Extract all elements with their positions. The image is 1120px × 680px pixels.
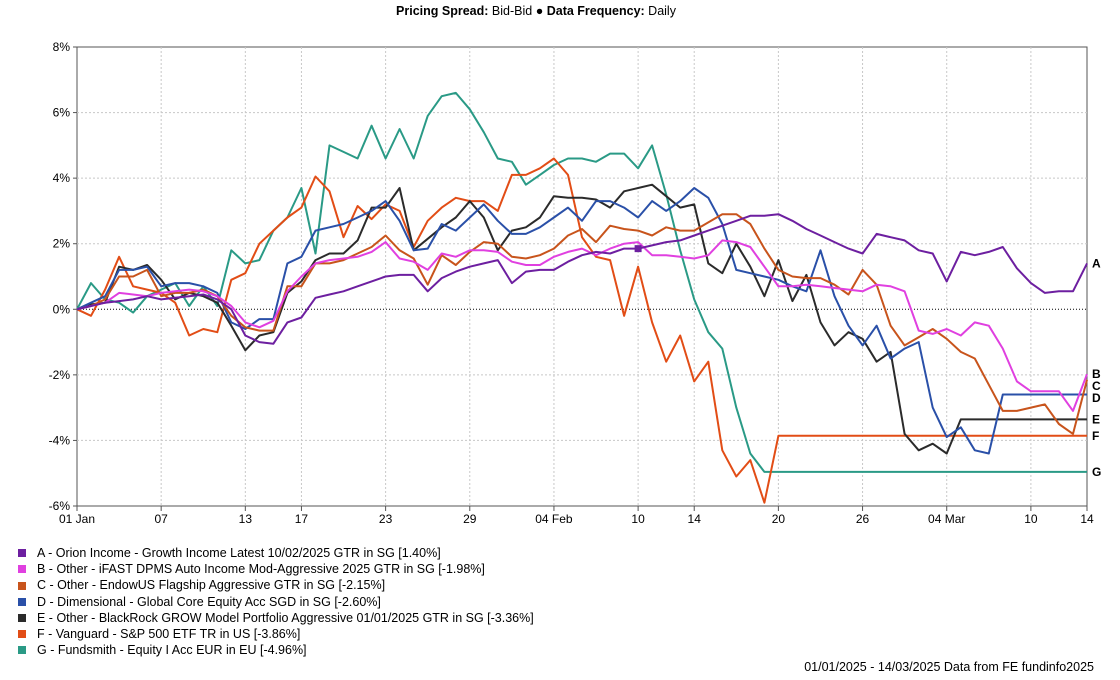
x-tick-label: 23 xyxy=(379,512,393,526)
series-end-label: E xyxy=(1092,412,1100,426)
series-end-label: F xyxy=(1092,429,1099,443)
y-tick-label: -2% xyxy=(49,368,71,382)
legend-item-d: D - Dimensional - Global Core Equity Acc… xyxy=(18,594,534,610)
legend-item-e: E - Other - BlackRock GROW Model Portfol… xyxy=(18,610,534,626)
chart-legend: A - Orion Income - Growth Income Latest … xyxy=(18,545,534,658)
chart-header: Pricing Spread: Bid-Bid ● Data Frequency… xyxy=(0,4,1072,18)
legend-swatch xyxy=(18,646,26,655)
y-tick-label: 4% xyxy=(53,171,71,185)
source-note: 01/01/2025 - 14/03/2025 Data from FE fun… xyxy=(804,660,1094,674)
data-frequency-value: Daily xyxy=(648,4,676,18)
series-line-e xyxy=(76,183,1087,455)
legend-label: D - Dimensional - Global Core Equity Acc… xyxy=(37,594,381,609)
legend-label: G - Fundsmith - Equity I Acc EUR in EU [… xyxy=(37,643,307,658)
y-tick-label: -4% xyxy=(49,433,71,447)
legend-item-f: F - Vanguard - S&P 500 ETF TR in US [-3.… xyxy=(18,626,534,642)
pricing-spread-label: Pricing Spread: xyxy=(396,4,489,18)
x-tick-label: 17 xyxy=(295,512,309,526)
legend-item-c: C - Other - EndowUS Flagship Aggressive … xyxy=(18,577,534,593)
legend-swatch xyxy=(18,581,26,590)
x-tick-label: 04 Mar xyxy=(928,512,965,526)
legend-swatch xyxy=(18,549,26,558)
legend-label: C - Other - EndowUS Flagship Aggressive … xyxy=(37,578,386,593)
x-tick-label: 29 xyxy=(463,512,477,526)
x-tick-label: 13 xyxy=(239,512,253,526)
x-tick-label: 14 xyxy=(688,512,702,526)
series-line-d xyxy=(76,187,1087,455)
plot-area xyxy=(76,46,1088,507)
x-tick-label: 10 xyxy=(1024,512,1038,526)
performance-line-chart: 8% 6% 4% 2% 0% -2% -4% -6%01 Jan 07 13 17 23 29 04 Fe… xyxy=(49,40,1102,526)
legend-item-g: G - Fundsmith - Equity I Acc EUR in EU [… xyxy=(18,642,534,658)
series-line-g xyxy=(76,91,1087,473)
y-tick-label: 8% xyxy=(53,40,71,54)
x-tick-label: 01 Jan xyxy=(59,512,95,526)
x-tick-label: 14 xyxy=(1080,512,1094,526)
series-end-label: G xyxy=(1092,465,1101,479)
legend-label: E - Other - BlackRock GROW Model Portfol… xyxy=(37,610,534,625)
legend-label: F - Vanguard - S&P 500 ETF TR in US [-3.… xyxy=(37,627,301,642)
legend-swatch xyxy=(18,630,26,639)
x-tick-label: 04 Feb xyxy=(535,512,573,526)
legend-swatch xyxy=(18,597,26,606)
pricing-spread-value: Bid-Bid xyxy=(491,4,533,18)
legend-label: A - Orion Income - Growth Income Latest … xyxy=(37,546,441,560)
series-end-label: C xyxy=(1092,379,1101,393)
y-tick-label: 0% xyxy=(53,302,71,316)
header-separator: ● xyxy=(535,4,544,18)
series-end-label: A xyxy=(1092,256,1101,270)
series-end-label: B xyxy=(1092,367,1101,381)
series-line-f xyxy=(76,157,1087,504)
series-end-label: D xyxy=(1092,391,1101,405)
y-tick-label: 2% xyxy=(53,237,71,251)
data-frequency-label: Data Frequency: xyxy=(546,4,645,18)
series-line-b xyxy=(76,239,1088,412)
series-marker-a xyxy=(634,245,642,253)
series-line-a xyxy=(76,213,1088,345)
legend-label: B - Other - iFAST DPMS Auto Income Mod-A… xyxy=(37,562,485,577)
legend-item-b: B - Other - iFAST DPMS Auto Income Mod-A… xyxy=(18,561,534,577)
legend-item-a: A - Orion Income - Growth Income Latest … xyxy=(18,545,534,561)
x-tick-label: 10 xyxy=(631,512,645,526)
x-tick-label: 26 xyxy=(856,512,870,526)
x-tick-label: 20 xyxy=(772,512,786,526)
y-tick-label: 6% xyxy=(53,106,71,120)
legend-swatch xyxy=(18,565,26,574)
x-tick-label: 07 xyxy=(154,512,168,526)
legend-swatch xyxy=(18,613,26,622)
series-line-c xyxy=(76,213,1088,435)
y-tick-label: -6% xyxy=(49,499,71,513)
